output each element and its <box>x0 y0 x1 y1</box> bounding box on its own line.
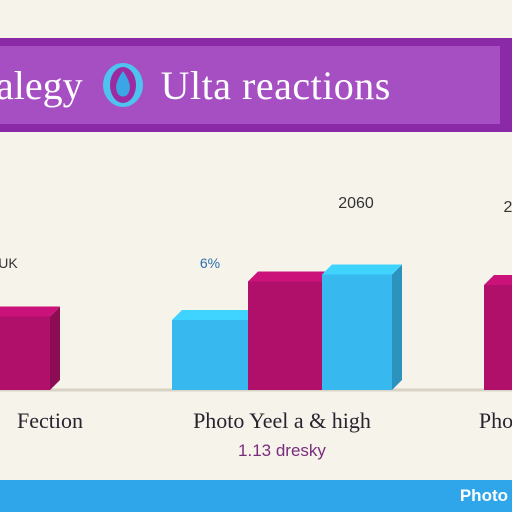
bar-chart: UK 6% 2060 2 Fection Photo Yeel a & high Pho 1.… <box>0 195 512 460</box>
title-banner: alegy Ulta reactions <box>0 38 512 132</box>
bar-2-0 <box>484 275 512 390</box>
footer-bar: Photo <box>0 480 512 512</box>
footer-label: Photo <box>459 486 508 505</box>
data-label-3: 2 <box>504 199 512 216</box>
bar-0-0 <box>0 306 60 390</box>
category-sublabel-1: 1.13 dresky <box>238 441 326 460</box>
drop-badge-icon <box>101 61 145 109</box>
title-banner-inner: alegy Ulta reactions <box>0 46 500 124</box>
title-left-text: alegy <box>0 62 83 108</box>
title-right-text: Ulta reactions <box>160 62 391 108</box>
data-label-0: UK <box>0 255 18 271</box>
category-label-0: Fection <box>17 408 83 433</box>
bar-1-1 <box>172 310 258 390</box>
data-label-1: 6% <box>200 255 220 271</box>
category-label-2: Pho <box>479 408 512 433</box>
bar-1-2 <box>322 264 402 390</box>
data-label-2: 2060 <box>338 195 374 212</box>
category-label-1: Photo Yeel a & high <box>193 408 371 433</box>
bar-1-0 <box>248 271 334 390</box>
